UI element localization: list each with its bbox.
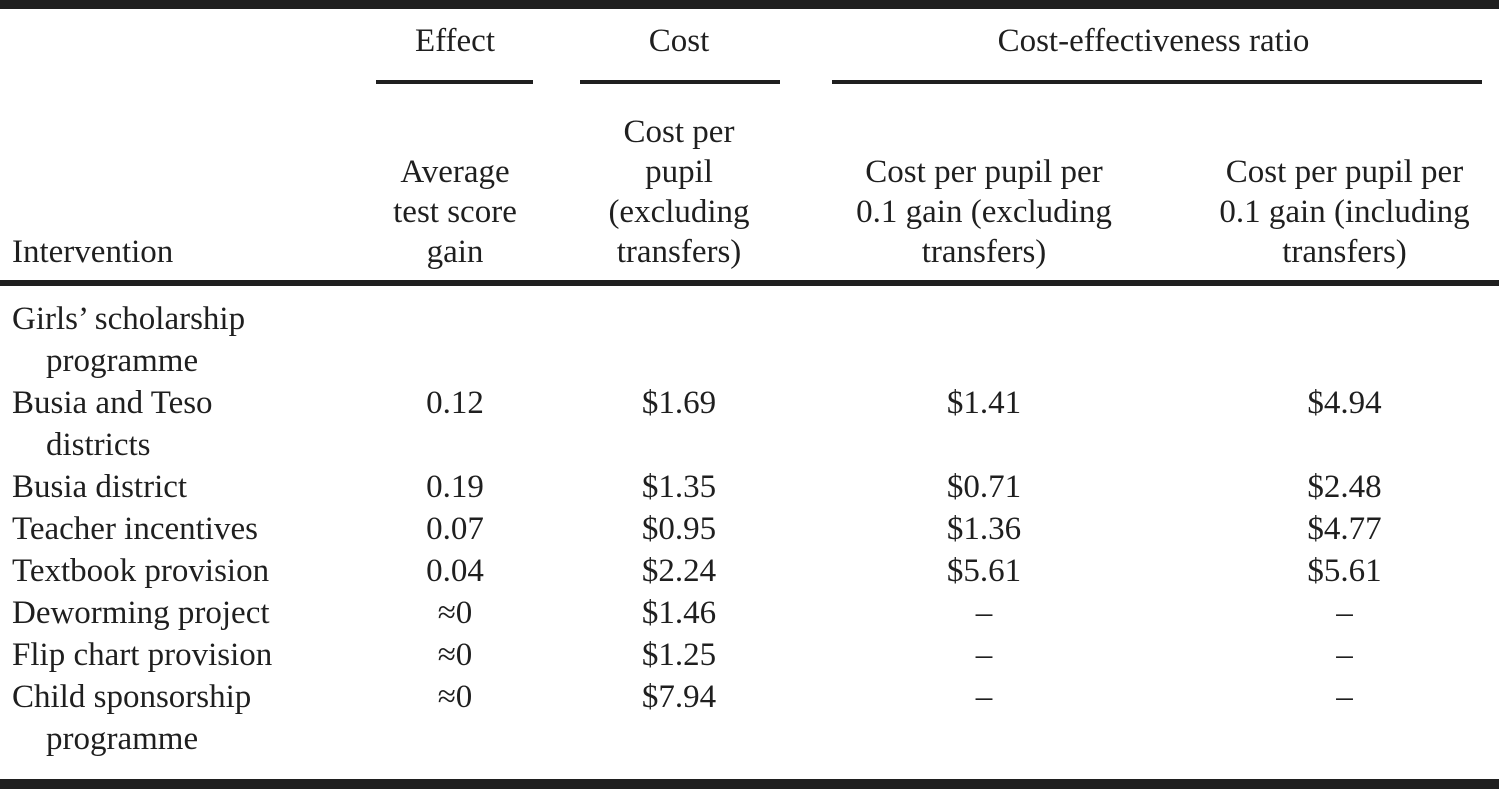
cer-excl-value-cell: $5.61 bbox=[946, 553, 1022, 589]
group-label-cer: Cost-effectiveness ratio bbox=[997, 23, 1310, 59]
cer-excl-value-cell: – bbox=[975, 595, 993, 631]
intervention-cell: Girls’ scholarship programme bbox=[12, 301, 246, 379]
column-header-row: Intervention Average test score gain Cos… bbox=[0, 86, 1499, 280]
effect-value-cell: ≈0 bbox=[437, 637, 473, 673]
effect-underline bbox=[376, 80, 533, 84]
cer-excl-value-cell: $0.71 bbox=[946, 469, 1022, 505]
intervention-cell: Flip chart provision bbox=[12, 637, 273, 673]
table-row: Deworming project ≈0 $1.46 – – bbox=[0, 592, 1499, 634]
cer-excl-value-cell: $1.41 bbox=[946, 385, 1022, 421]
group-header-row: Effect Cost Cost-effectiveness ratio bbox=[0, 9, 1499, 86]
group-label-cost: Cost bbox=[648, 23, 710, 59]
intervention-cell: Textbook provision bbox=[12, 553, 270, 589]
cer-incl-value-cell: – bbox=[1336, 595, 1353, 631]
cost-value-cell: $7.94 bbox=[641, 679, 717, 715]
intervention-cell: Busia and Teso districts bbox=[12, 385, 213, 463]
table-row: Busia district 0.19 $1.35 $0.71 $2.48 bbox=[0, 466, 1499, 508]
table-row: Child sponsorship programme ≈0 $7.94 – – bbox=[0, 676, 1499, 781]
intervention-cell: Teacher incentives bbox=[12, 511, 258, 547]
cer-incl-value-cell: $2.48 bbox=[1307, 469, 1382, 505]
table-row: Flip chart provision ≈0 $1.25 – – bbox=[0, 634, 1499, 676]
cer-excl-value-cell: – bbox=[975, 637, 993, 673]
cer-incl-value-cell: – bbox=[1336, 679, 1353, 715]
cost-value-cell: $1.46 bbox=[641, 595, 717, 631]
effect-value-cell: 0.07 bbox=[426, 511, 484, 547]
cost-effectiveness-table: Effect Cost Cost-effectiveness ratio Int… bbox=[0, 9, 1499, 781]
effect-value-cell bbox=[360, 286, 550, 382]
cer-excl-value-cell bbox=[808, 286, 1160, 382]
col-header-cer-incl: Cost per pupil per 0.1 gain (including t… bbox=[1219, 154, 1470, 270]
cer-incl-value-cell: $5.61 bbox=[1307, 553, 1382, 589]
table-row: Busia and Teso districts 0.12 $1.69 $1.4… bbox=[0, 382, 1499, 466]
col-header-effect: Average test score gain bbox=[393, 154, 517, 270]
intervention-cell: Child sponsorship programme bbox=[12, 679, 252, 757]
table-row: Teacher incentives 0.07 $0.95 $1.36 $4.7… bbox=[0, 508, 1499, 550]
cost-value-cell: $1.25 bbox=[641, 637, 717, 673]
cost-value-cell: $1.35 bbox=[641, 469, 717, 505]
cer-incl-value-cell: $4.77 bbox=[1307, 511, 1382, 547]
cer-excl-value-cell: – bbox=[975, 679, 993, 715]
cost-underline bbox=[580, 80, 780, 84]
col-header-cer-excl: Cost per pupil per 0.1 gain (excluding t… bbox=[856, 154, 1112, 270]
effect-value-cell: 0.04 bbox=[426, 553, 484, 589]
group-label-effect: Effect bbox=[414, 23, 495, 59]
table-row: Girls’ scholarship programme bbox=[0, 286, 1499, 382]
header-rule bbox=[0, 280, 1499, 286]
effect-value-cell: 0.19 bbox=[426, 469, 484, 505]
group-header-cer: Cost-effectiveness ratio bbox=[808, 9, 1499, 86]
effect-value-cell: ≈0 bbox=[437, 679, 473, 715]
cost-value-cell: $2.24 bbox=[641, 553, 717, 589]
cer-incl-value-cell bbox=[1160, 286, 1499, 382]
bottom-rule bbox=[0, 779, 1499, 789]
group-header-cost: Cost bbox=[550, 9, 808, 86]
col-header-intervention: Intervention bbox=[12, 234, 174, 270]
cer-excl-value-cell: $1.36 bbox=[946, 511, 1022, 547]
cer-incl-value-cell: $4.94 bbox=[1307, 385, 1382, 421]
intervention-cell: Deworming project bbox=[12, 595, 270, 631]
header-rule-row bbox=[0, 280, 1499, 286]
intervention-cell: Busia district bbox=[12, 469, 188, 505]
table-row: Textbook provision 0.04 $2.24 $5.61 $5.6… bbox=[0, 550, 1499, 592]
group-header-spacer bbox=[0, 9, 360, 86]
cer-incl-value-cell: – bbox=[1336, 637, 1353, 673]
cost-value-cell bbox=[550, 286, 808, 382]
col-header-cost: Cost per pupil (excluding transfers) bbox=[608, 114, 750, 270]
cost-value-cell: $0.95 bbox=[641, 511, 717, 547]
effect-value-cell: ≈0 bbox=[437, 595, 473, 631]
cer-underline bbox=[832, 80, 1482, 84]
cost-value-cell: $1.69 bbox=[641, 385, 717, 421]
top-rule bbox=[0, 0, 1499, 9]
group-header-effect: Effect bbox=[360, 9, 550, 86]
effect-value-cell: 0.12 bbox=[426, 385, 484, 421]
